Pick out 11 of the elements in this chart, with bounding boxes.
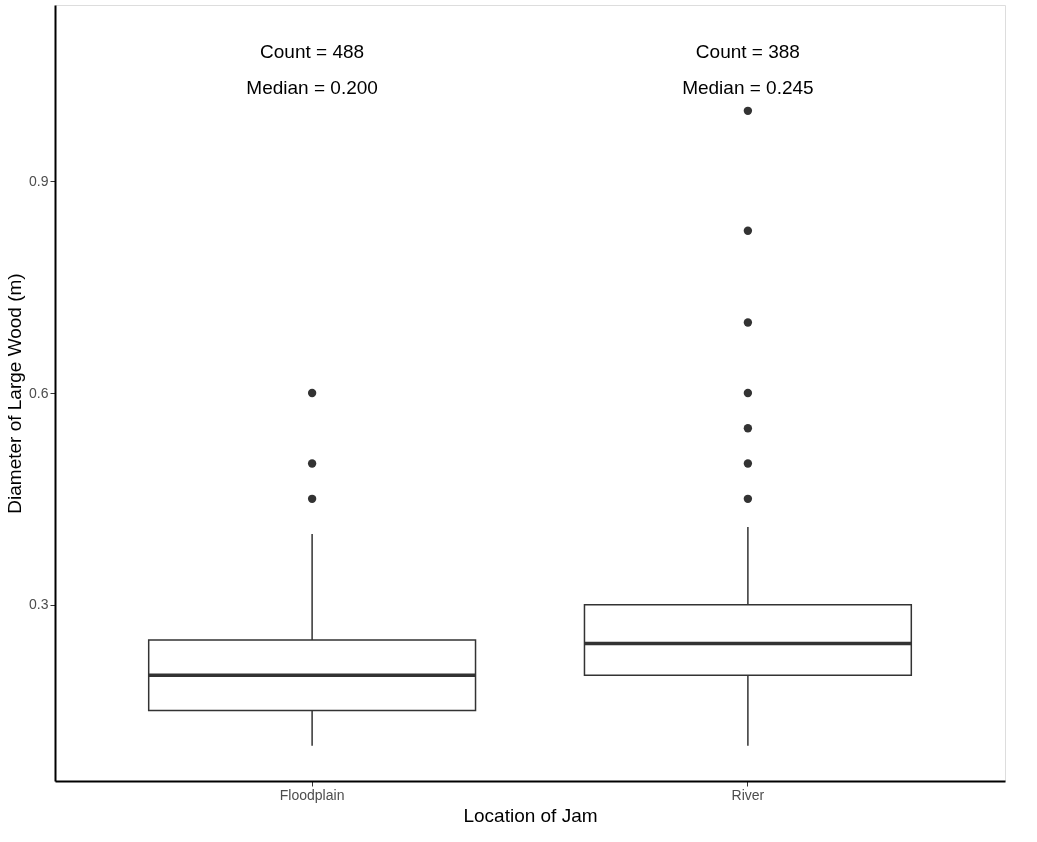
x-tick-label: River — [731, 786, 765, 803]
y-tick-label: 0.6 — [29, 384, 49, 401]
x-tick-label: Floodplain — [279, 786, 345, 803]
annotation: Count = 388 — [695, 41, 800, 62]
annotation: Count = 488 — [260, 41, 365, 62]
y-tick-label: 0.9 — [29, 172, 49, 189]
annotation: Median = 0.200 — [246, 77, 378, 98]
annotation: Median = 0.245 — [682, 77, 814, 98]
y-tick-label: 0.3 — [29, 596, 49, 613]
y-axis-title: Diameter of Large Wood (m) — [4, 273, 26, 514]
x-axis-title: Location of Jam — [463, 804, 598, 826]
